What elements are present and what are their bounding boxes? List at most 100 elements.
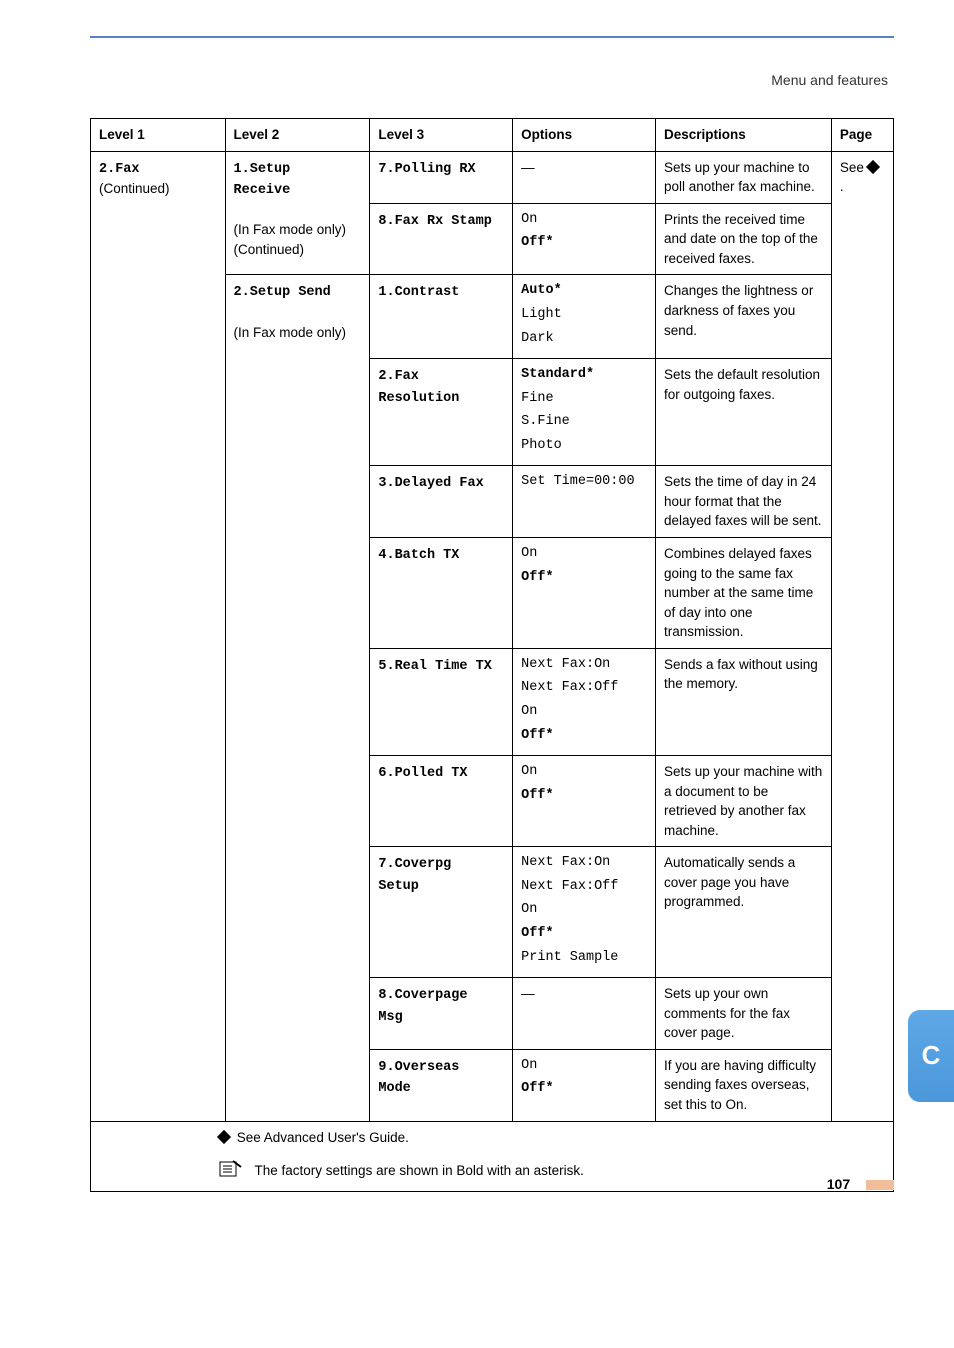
opt: Off* bbox=[521, 233, 647, 253]
cell-desc: Changes the lightness or darkness of fax… bbox=[655, 275, 831, 359]
menu-table: Level 1 Level 2 Level 3 Options Descript… bbox=[90, 118, 894, 1192]
cell-options: Set Time=00:00 bbox=[513, 466, 656, 538]
table-header-row: Level 1 Level 2 Level 3 Options Descript… bbox=[91, 119, 894, 152]
l3: Setup bbox=[378, 879, 419, 894]
cell-options: Auto* Light Dark bbox=[513, 275, 656, 359]
th-level3: Level 3 bbox=[370, 119, 513, 152]
cell-options: On Off* bbox=[513, 1049, 656, 1121]
th-descriptions: Descriptions bbox=[655, 119, 831, 152]
opt: Standard* bbox=[521, 365, 647, 385]
cell-options: On Off* bbox=[513, 203, 656, 275]
l3: 2.Fax bbox=[378, 369, 419, 384]
opt: On bbox=[521, 1056, 647, 1076]
page: Menu and features Level 1 Level 2 Level … bbox=[0, 0, 954, 1222]
page-number-value: 107 bbox=[827, 1176, 850, 1192]
l2-note: (In Fax mode only) bbox=[234, 222, 347, 237]
l2-cont: (Continued) bbox=[234, 242, 305, 257]
l3: 6.Polled TX bbox=[378, 766, 467, 781]
cell-level3: 1.Contrast bbox=[370, 275, 513, 359]
cell-options: Standard* Fine S.Fine Photo bbox=[513, 359, 656, 466]
diamond-icon bbox=[217, 1130, 231, 1144]
l3: 7.Coverpg bbox=[378, 857, 451, 872]
l2-line: 1.Setup bbox=[234, 162, 291, 177]
cell-level2-setup-send: 2.Setup Send (In Fax mode only) bbox=[225, 275, 370, 1121]
footer-factory-note-cell: The factory settings are shown in Bold w… bbox=[91, 1153, 894, 1191]
cell-level3: 2.Fax Resolution bbox=[370, 359, 513, 466]
opt: Next Fax:Off bbox=[521, 678, 647, 698]
opt: S.Fine bbox=[521, 412, 647, 432]
cell-level3: 8.Coverpage Msg bbox=[370, 978, 513, 1050]
opt: Fine bbox=[521, 389, 647, 409]
cell-level3: 6.Polled TX bbox=[370, 756, 513, 847]
l3: Msg bbox=[378, 1010, 402, 1025]
th-page: Page bbox=[831, 119, 893, 152]
cell-options: — bbox=[513, 151, 656, 203]
l2-note: (In Fax mode only) bbox=[234, 325, 347, 340]
breadcrumb: Menu and features bbox=[90, 72, 894, 88]
footer-see-guide-cell: See Advanced User's Guide. bbox=[91, 1121, 894, 1153]
l3: 5.Real Time TX bbox=[378, 659, 491, 674]
cell-level3: 5.Real Time TX bbox=[370, 648, 513, 755]
page-suffix: . bbox=[840, 179, 844, 194]
side-tab-label: C bbox=[922, 1040, 941, 1071]
l3: 4.Batch TX bbox=[378, 548, 459, 563]
l3: Mode bbox=[378, 1081, 410, 1096]
opt: Next Fax:On bbox=[521, 655, 647, 675]
opt: On bbox=[521, 544, 647, 564]
cell-level3: 9.Overseas Mode bbox=[370, 1049, 513, 1121]
cell-level3: 7.Coverpg Setup bbox=[370, 847, 513, 978]
level1-code: 2.Fax bbox=[99, 162, 140, 177]
opt: On bbox=[521, 702, 647, 722]
opt: Auto* bbox=[521, 281, 647, 301]
note-icon bbox=[219, 1159, 243, 1185]
cell-options: On Off* bbox=[513, 756, 656, 847]
l2-line: Receive bbox=[234, 183, 291, 198]
cell-level3: 8.Fax Rx Stamp bbox=[370, 203, 513, 275]
page-number: 107 bbox=[827, 1176, 894, 1192]
cell-desc: Combines delayed faxes going to the same… bbox=[655, 538, 831, 649]
cell-options: Next Fax:On Next Fax:Off On Off* bbox=[513, 648, 656, 755]
opt: — bbox=[521, 160, 535, 175]
opt: Off* bbox=[521, 1079, 647, 1099]
side-tab: C bbox=[908, 1010, 954, 1102]
cell-level2-setup-receive: 1.Setup Receive (In Fax mode only) (Cont… bbox=[225, 151, 370, 275]
table-row: 2.Fax (Continued) 1.Setup Receive (In Fa… bbox=[91, 151, 894, 203]
cell-desc: Sends a fax without using the memory. bbox=[655, 648, 831, 755]
cell-desc: Sets the time of day in 24 hour format t… bbox=[655, 466, 831, 538]
opt: On bbox=[521, 210, 647, 230]
opt: Dark bbox=[521, 329, 647, 349]
cell-level3: 4.Batch TX bbox=[370, 538, 513, 649]
cell-desc: Sets up your machine with a document to … bbox=[655, 756, 831, 847]
l3: 8.Fax Rx Stamp bbox=[378, 214, 491, 229]
opt: Next Fax:On bbox=[521, 853, 647, 873]
cell-page: See . bbox=[831, 151, 893, 1121]
top-rule bbox=[90, 36, 894, 38]
l2-line: 2.Setup Send bbox=[234, 285, 331, 300]
cell-options: Next Fax:On Next Fax:Off On Off* Print S… bbox=[513, 847, 656, 978]
page-see: See bbox=[840, 160, 868, 175]
cell-desc: Prints the received time and date on the… bbox=[655, 203, 831, 275]
opt: Off* bbox=[521, 568, 647, 588]
page-number-bar bbox=[866, 1180, 894, 1190]
footer-see-guide-row: See Advanced User's Guide. bbox=[91, 1121, 894, 1153]
l3: 3.Delayed Fax bbox=[378, 476, 483, 491]
cell-level3: 3.Delayed Fax bbox=[370, 466, 513, 538]
opt: Off* bbox=[521, 924, 647, 944]
opt: Set Time=00:00 bbox=[521, 472, 647, 492]
cell-desc: Sets up your machine to poll another fax… bbox=[655, 151, 831, 203]
l3: 7.Polling RX bbox=[378, 162, 475, 177]
cell-options: On Off* bbox=[513, 538, 656, 649]
cell-desc: Sets up your own comments for the fax co… bbox=[655, 978, 831, 1050]
opt: Off* bbox=[521, 786, 647, 806]
l3: 8.Coverpage bbox=[378, 988, 467, 1003]
opt: Off* bbox=[521, 726, 647, 746]
cell-desc: Sets the default resolution for outgoing… bbox=[655, 359, 831, 466]
opt: On bbox=[521, 762, 647, 782]
opt: Next Fax:Off bbox=[521, 877, 647, 897]
l3: 9.Overseas bbox=[378, 1060, 459, 1075]
opt: Light bbox=[521, 305, 647, 325]
cell-level3: 7.Polling RX bbox=[370, 151, 513, 203]
footer-factory-note-row: The factory settings are shown in Bold w… bbox=[91, 1153, 894, 1191]
level1-cont: (Continued) bbox=[99, 181, 170, 196]
th-level2: Level 2 bbox=[225, 119, 370, 152]
